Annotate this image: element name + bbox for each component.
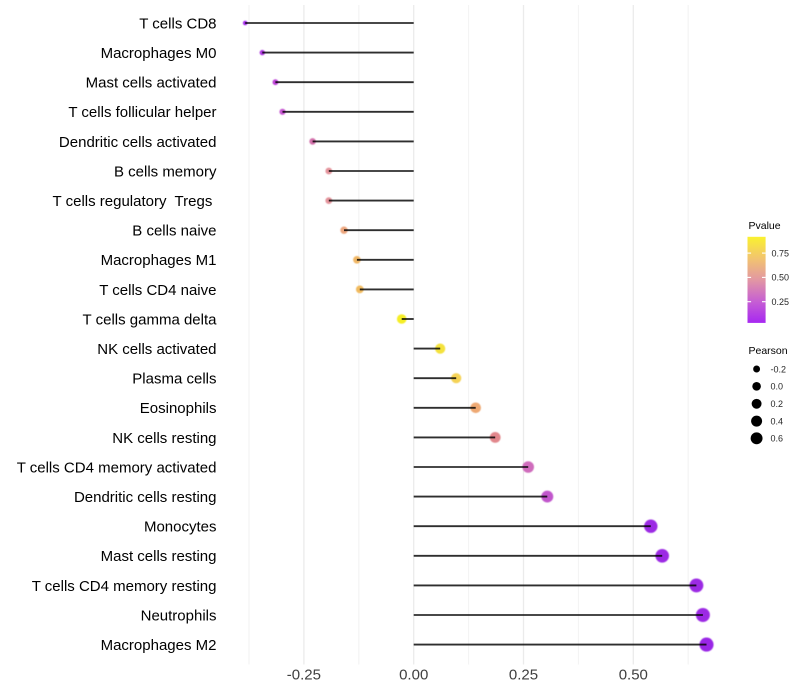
svg-text:B cells memory: B cells memory (114, 163, 217, 180)
svg-text:NK cells activated: NK cells activated (97, 341, 216, 358)
svg-text:T cells follicular helper: T cells follicular helper (68, 104, 216, 121)
svg-text:-0.2: -0.2 (771, 364, 787, 374)
svg-text:Plasma cells: Plasma cells (132, 371, 216, 388)
svg-text:0.00: 0.00 (399, 667, 428, 684)
svg-text:T cells CD4 memory activated: T cells CD4 memory activated (17, 459, 217, 476)
svg-text:B cells naive: B cells naive (132, 223, 216, 240)
svg-text:0.50: 0.50 (619, 667, 648, 684)
svg-text:0.50: 0.50 (772, 273, 790, 283)
svg-text:Monocytes: Monocytes (144, 519, 217, 536)
svg-text:Macrophages M0: Macrophages M0 (101, 45, 217, 62)
svg-text:Dendritic cells activated: Dendritic cells activated (59, 134, 217, 151)
svg-text:Macrophages M2: Macrophages M2 (101, 637, 217, 654)
svg-text:T cells gamma delta: T cells gamma delta (83, 311, 218, 328)
svg-text:Mast cells activated: Mast cells activated (86, 75, 217, 92)
svg-text:0.25: 0.25 (509, 667, 538, 684)
svg-text:0.2: 0.2 (771, 399, 784, 409)
svg-text:0.4: 0.4 (771, 416, 784, 426)
svg-text:Neutrophils: Neutrophils (141, 607, 217, 624)
svg-text:0.6: 0.6 (771, 434, 784, 444)
svg-text:T cells CD4 memory resting: T cells CD4 memory resting (32, 578, 217, 595)
svg-text:0.75: 0.75 (772, 248, 790, 258)
svg-text:T cells CD8: T cells CD8 (139, 15, 216, 32)
svg-text:T cells CD4 naive: T cells CD4 naive (99, 282, 216, 299)
svg-text:-0.25: -0.25 (287, 667, 321, 684)
svg-text:Eosinophils: Eosinophils (140, 400, 217, 417)
svg-text:0.0: 0.0 (771, 382, 784, 392)
svg-text:Macrophages M1: Macrophages M1 (101, 252, 217, 269)
svg-text:Mast cells resting: Mast cells resting (101, 548, 217, 565)
svg-text:Pearson: Pearson (749, 345, 788, 357)
svg-text:T cells regulatory Tregs: T cells regulatory Tregs (53, 193, 217, 210)
svg-text:Dendritic cells resting: Dendritic cells resting (74, 489, 217, 506)
svg-text:Pvalue: Pvalue (749, 220, 781, 232)
svg-text:NK cells resting: NK cells resting (112, 430, 216, 447)
svg-text:0.25: 0.25 (772, 297, 790, 307)
